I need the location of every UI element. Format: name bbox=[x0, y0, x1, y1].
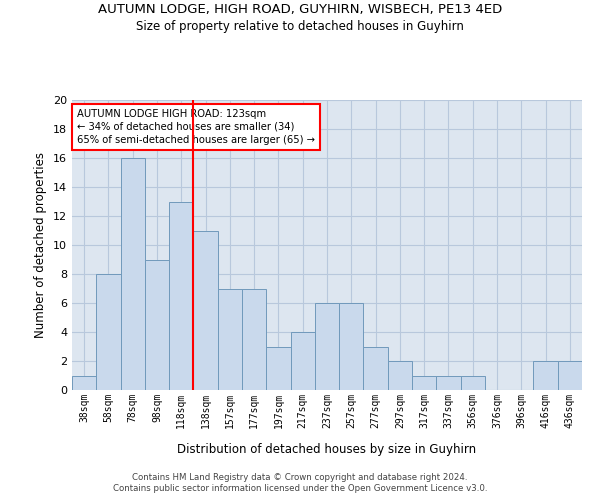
Text: AUTUMN LODGE HIGH ROAD: 123sqm
← 34% of detached houses are smaller (34)
65% of : AUTUMN LODGE HIGH ROAD: 123sqm ← 34% of … bbox=[77, 108, 315, 145]
Bar bbox=[436, 376, 461, 390]
Y-axis label: Number of detached properties: Number of detached properties bbox=[34, 152, 47, 338]
Bar bbox=[72, 376, 96, 390]
Bar bbox=[169, 202, 193, 390]
Bar bbox=[218, 288, 242, 390]
Bar bbox=[242, 288, 266, 390]
Bar bbox=[339, 303, 364, 390]
Text: Contains HM Land Registry data © Crown copyright and database right 2024.: Contains HM Land Registry data © Crown c… bbox=[132, 472, 468, 482]
Bar bbox=[290, 332, 315, 390]
Bar bbox=[364, 346, 388, 390]
Bar bbox=[145, 260, 169, 390]
Text: Distribution of detached houses by size in Guyhirn: Distribution of detached houses by size … bbox=[178, 442, 476, 456]
Text: AUTUMN LODGE, HIGH ROAD, GUYHIRN, WISBECH, PE13 4ED: AUTUMN LODGE, HIGH ROAD, GUYHIRN, WISBEC… bbox=[98, 2, 502, 16]
Bar bbox=[533, 361, 558, 390]
Bar bbox=[558, 361, 582, 390]
Bar bbox=[266, 346, 290, 390]
Bar bbox=[193, 230, 218, 390]
Bar bbox=[388, 361, 412, 390]
Bar bbox=[412, 376, 436, 390]
Text: Size of property relative to detached houses in Guyhirn: Size of property relative to detached ho… bbox=[136, 20, 464, 33]
Bar bbox=[315, 303, 339, 390]
Bar bbox=[96, 274, 121, 390]
Bar bbox=[461, 376, 485, 390]
Bar bbox=[121, 158, 145, 390]
Text: Contains public sector information licensed under the Open Government Licence v3: Contains public sector information licen… bbox=[113, 484, 487, 493]
